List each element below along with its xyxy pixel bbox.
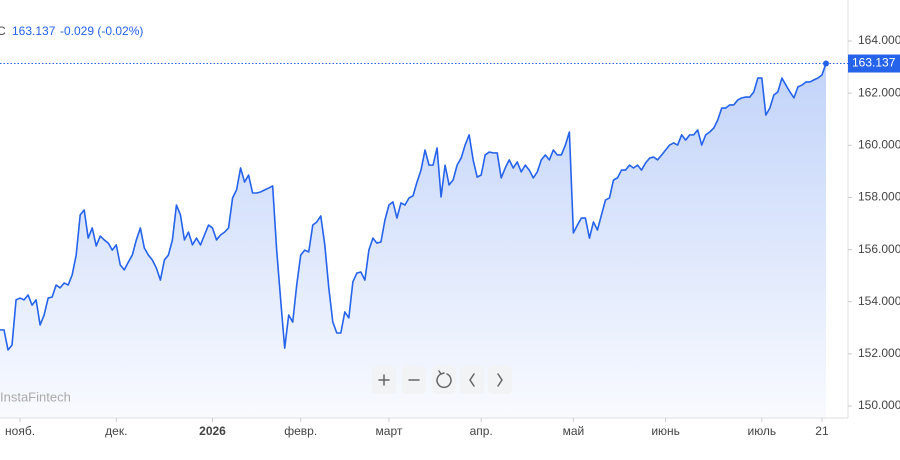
plot-area xyxy=(0,63,827,419)
y-tick-label: 150.000 xyxy=(858,398,900,412)
zoom-in-button[interactable] xyxy=(372,366,396,394)
price-line xyxy=(0,63,827,351)
zoom-out-button[interactable] xyxy=(402,366,426,394)
y-tick-label: 152.000 xyxy=(858,346,900,360)
y-tick-label: 156.000 xyxy=(858,242,900,256)
price-tag-bg xyxy=(848,54,900,73)
y-tick-label: 160.000 xyxy=(858,137,900,151)
y-tick-label: 162.000 xyxy=(858,85,900,99)
x-tick-label: 21 xyxy=(815,424,829,438)
last-point xyxy=(823,60,829,67)
area-fill xyxy=(0,63,826,419)
scroll-left-button[interactable] xyxy=(460,366,484,394)
x-tick-label: дек. xyxy=(105,424,127,438)
reset-button[interactable] xyxy=(432,366,456,394)
x-tick-label: июль xyxy=(747,424,776,438)
header-change: -0.029 (-0.02%) xyxy=(60,24,143,38)
y-tick-label: 164.000 xyxy=(858,33,900,47)
x-tick-label: 2026 xyxy=(199,424,226,438)
x-tick-label: март xyxy=(376,424,403,438)
x-tick-label: апр. xyxy=(470,424,493,438)
header-price: 163.137 xyxy=(12,24,56,38)
y-tick-label: 154.000 xyxy=(858,294,900,308)
x-tick-label: май xyxy=(563,424,585,438)
x-tick-label: нояб. xyxy=(5,424,35,438)
x-tick-label: февр. xyxy=(284,424,317,438)
scroll-right-button[interactable] xyxy=(488,366,512,394)
price-tag: 163.137 xyxy=(852,56,896,70)
x-tick-label: июнь xyxy=(651,424,680,438)
watermark: InstaFintech xyxy=(0,389,71,404)
y-tick-label: 158.000 xyxy=(858,190,900,204)
header-label: С xyxy=(0,24,6,38)
